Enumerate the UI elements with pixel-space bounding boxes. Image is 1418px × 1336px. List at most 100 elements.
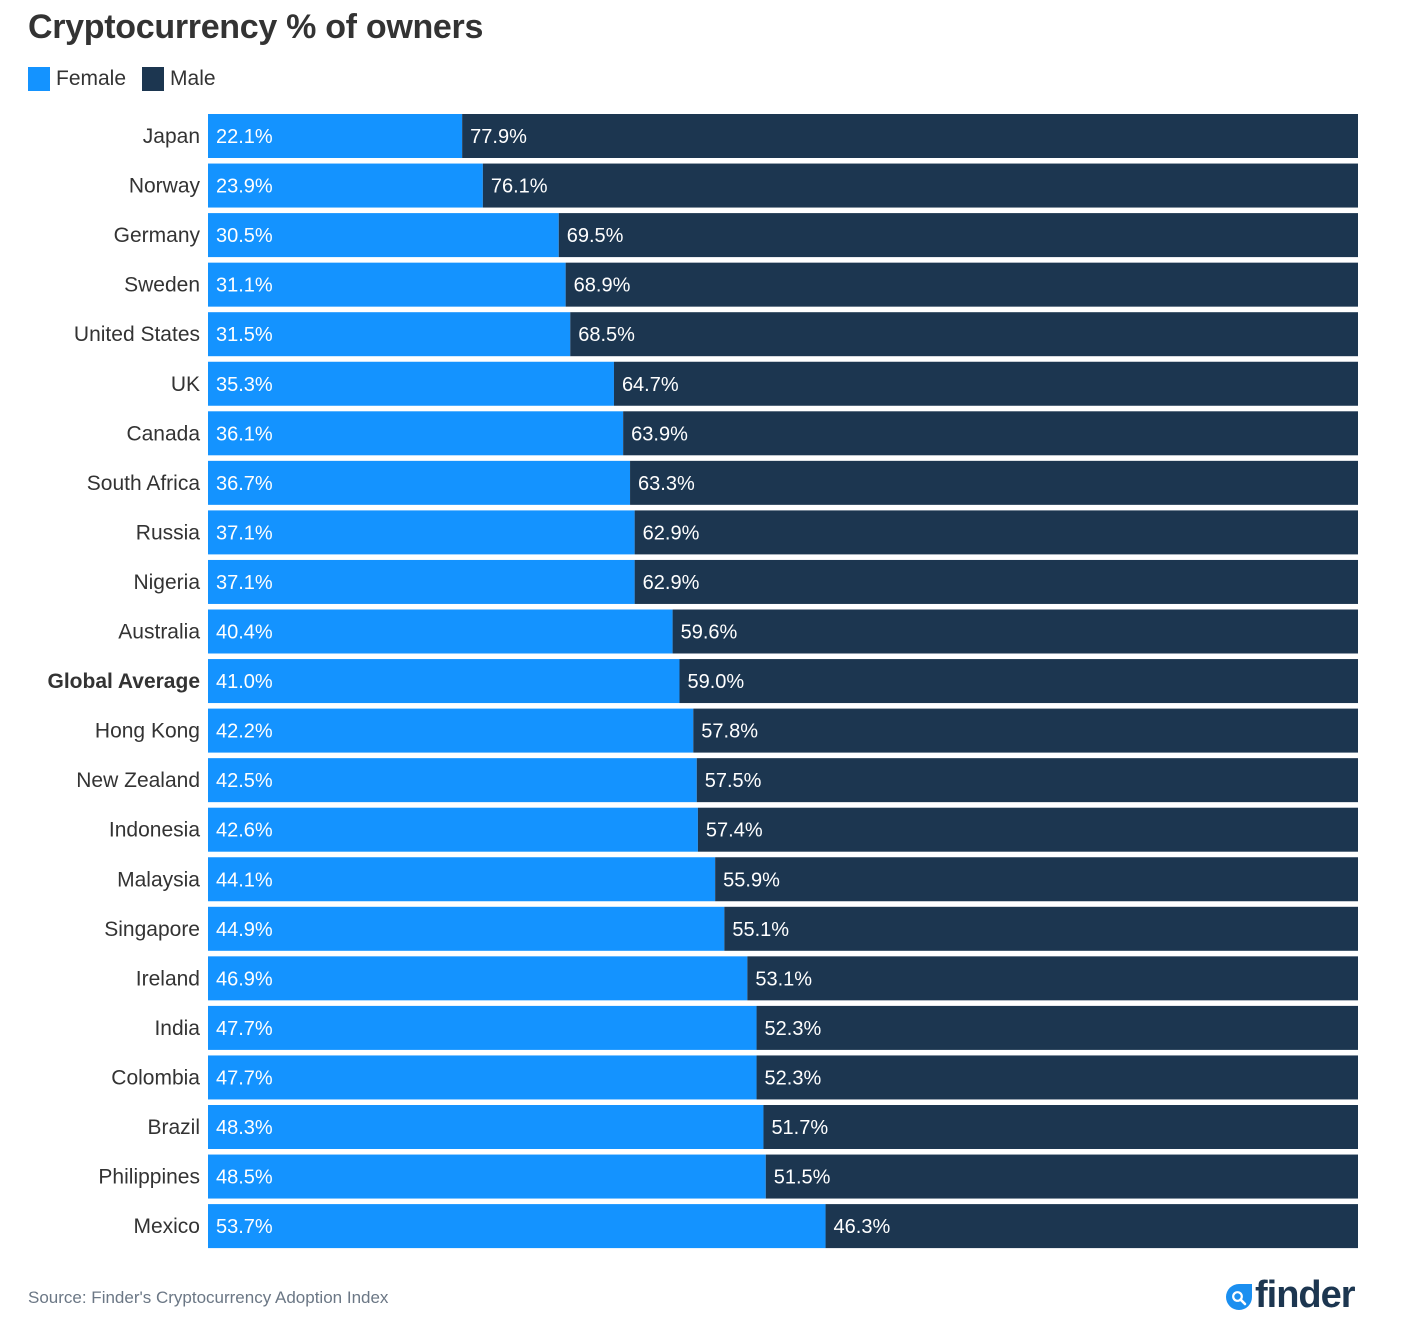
bar-row-indonesia: Indonesia 42.6% 57.4% bbox=[109, 807, 1358, 852]
bar-row-philippines: Philippines 48.5% 51.5% bbox=[98, 1154, 1358, 1199]
value-label-female: 36.7% bbox=[216, 473, 273, 495]
value-label-female: 44.9% bbox=[216, 919, 273, 941]
value-label-male: 57.4% bbox=[706, 820, 763, 842]
value-label-male: 76.1% bbox=[491, 176, 548, 198]
category-label: South Africa bbox=[87, 472, 201, 495]
logo-text: finder bbox=[1255, 1274, 1356, 1316]
category-label: Philippines bbox=[98, 1166, 200, 1189]
category-label: Germany bbox=[114, 224, 201, 247]
bar-male-brazil bbox=[763, 1105, 1358, 1149]
bar-row-new-zealand: New Zealand 42.5% 57.5% bbox=[76, 758, 1358, 803]
value-label-male: 53.1% bbox=[755, 968, 812, 990]
bar-female-hong-kong bbox=[208, 708, 694, 753]
legend-label-male: Male bbox=[170, 67, 216, 90]
category-label: Japan bbox=[143, 125, 200, 148]
bar-row-brazil: Brazil 48.3% 51.7% bbox=[147, 1105, 1358, 1149]
category-label: Russia bbox=[136, 521, 201, 544]
value-label-male: 55.9% bbox=[723, 869, 780, 891]
finder-logo: finder bbox=[1226, 1274, 1356, 1316]
bar-row-singapore: Singapore 44.9% 55.1% bbox=[104, 906, 1358, 951]
bar-male-japan bbox=[462, 114, 1358, 158]
category-label: Colombia bbox=[111, 1066, 200, 1089]
bar-female-mexico bbox=[208, 1204, 826, 1249]
category-label: Australia bbox=[118, 621, 200, 644]
value-label-male: 57.8% bbox=[701, 721, 758, 743]
bar-male-philippines bbox=[765, 1154, 1358, 1199]
magnifier-drop-icon bbox=[1226, 1284, 1252, 1310]
bar-row-hong-kong: Hong Kong 42.2% 57.8% bbox=[95, 708, 1358, 753]
bar-row-canada: Canada 36.1% 63.9% bbox=[126, 411, 1358, 456]
value-label-male: 69.5% bbox=[567, 225, 624, 247]
category-label: Malaysia bbox=[117, 868, 200, 891]
bar-female-russia bbox=[208, 510, 635, 555]
bar-male-hong-kong bbox=[693, 708, 1358, 753]
bar-male-australia bbox=[672, 609, 1358, 654]
value-label-female: 23.9% bbox=[216, 176, 273, 198]
value-label-male: 51.7% bbox=[771, 1117, 828, 1139]
bar-male-south-africa bbox=[630, 460, 1358, 505]
value-label-female: 48.5% bbox=[216, 1167, 273, 1189]
value-label-female: 31.1% bbox=[216, 275, 273, 297]
bar-row-norway: Norway 23.9% 76.1% bbox=[129, 163, 1359, 208]
value-label-male: 62.9% bbox=[643, 522, 700, 544]
bar-male-uk bbox=[613, 361, 1358, 406]
legend: Female Male bbox=[28, 67, 232, 91]
value-label-female: 53.7% bbox=[216, 1216, 273, 1238]
category-label: Singapore bbox=[104, 918, 200, 941]
bar-row-sweden: Sweden 31.1% 68.9% bbox=[124, 262, 1358, 307]
bar-male-russia bbox=[634, 510, 1358, 555]
bar-female-japan bbox=[208, 114, 463, 158]
bar-male-colombia bbox=[756, 1055, 1358, 1100]
bar-female-indonesia bbox=[208, 807, 698, 852]
bar-male-india bbox=[756, 1005, 1358, 1050]
value-label-female: 42.2% bbox=[216, 721, 273, 743]
category-label: Brazil bbox=[147, 1116, 200, 1139]
category-label: Nigeria bbox=[133, 571, 200, 594]
value-label-male: 62.9% bbox=[643, 572, 700, 594]
category-label: Ireland bbox=[136, 967, 200, 990]
bar-row-mexico: Mexico 53.7% 46.3% bbox=[133, 1204, 1358, 1249]
category-label: India bbox=[154, 1017, 200, 1040]
value-label-female: 36.1% bbox=[216, 423, 273, 445]
bar-row-united-states: United States 31.5% 68.5% bbox=[74, 312, 1358, 357]
category-label: Norway bbox=[129, 175, 201, 198]
bar-male-sweden bbox=[565, 262, 1358, 307]
bar-row-australia: Australia 40.4% 59.6% bbox=[118, 609, 1358, 654]
source-note: Source: Finder's Cryptocurrency Adoption… bbox=[28, 1288, 389, 1307]
legend-swatch-male bbox=[142, 67, 165, 91]
bar-row-germany: Germany 30.5% 69.5% bbox=[114, 213, 1358, 258]
bar-row-colombia: Colombia 47.7% 52.3% bbox=[111, 1055, 1358, 1100]
legend-swatch-female bbox=[28, 67, 50, 91]
value-label-male: 68.5% bbox=[578, 324, 635, 346]
bar-male-canada bbox=[623, 411, 1358, 456]
bar-male-new-zealand bbox=[696, 758, 1358, 803]
value-label-male: 77.9% bbox=[470, 126, 527, 148]
category-label: UK bbox=[171, 373, 200, 396]
value-label-male: 46.3% bbox=[834, 1216, 891, 1238]
category-label: United States bbox=[74, 323, 200, 346]
bar-male-germany bbox=[558, 213, 1358, 258]
value-label-female: 31.5% bbox=[216, 324, 273, 346]
value-label-female: 46.9% bbox=[216, 968, 273, 990]
bar-male-singapore bbox=[724, 906, 1358, 951]
bar-row-japan: Japan 22.1% 77.9% bbox=[143, 114, 1358, 158]
value-label-female: 41.0% bbox=[216, 671, 273, 693]
bar-male-norway bbox=[482, 163, 1359, 208]
bar-male-indonesia bbox=[697, 807, 1358, 852]
category-label: New Zealand bbox=[76, 769, 200, 792]
value-label-male: 52.3% bbox=[765, 1067, 822, 1089]
value-label-male: 57.5% bbox=[705, 770, 762, 792]
bar-female-germany bbox=[208, 213, 559, 258]
value-label-male: 68.9% bbox=[574, 275, 631, 297]
legend-item-male: Male bbox=[142, 67, 216, 91]
bar-row-ireland: Ireland 46.9% 53.1% bbox=[136, 956, 1358, 1001]
value-label-female: 37.1% bbox=[216, 522, 273, 544]
bar-female-canada bbox=[208, 411, 624, 456]
value-label-female: 40.4% bbox=[216, 622, 273, 644]
bar-female-global-average bbox=[208, 659, 680, 704]
value-label-male: 64.7% bbox=[622, 374, 679, 396]
category-label: Sweden bbox=[124, 274, 200, 297]
bar-male-malaysia bbox=[715, 857, 1358, 902]
bar-male-united-states bbox=[570, 312, 1358, 357]
value-label-female: 47.7% bbox=[216, 1018, 273, 1040]
